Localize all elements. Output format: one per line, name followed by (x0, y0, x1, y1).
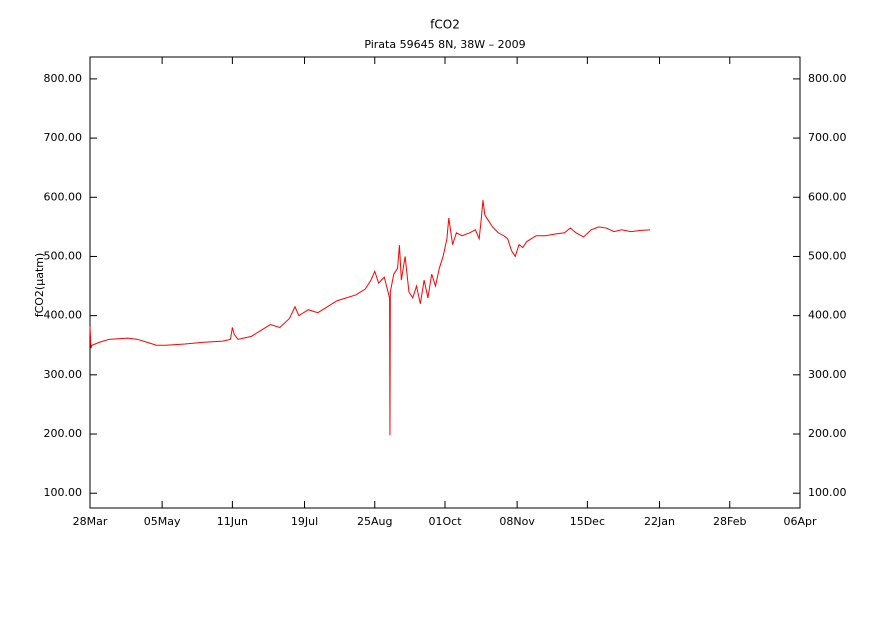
y2-tick-label: 400.00 (808, 309, 847, 322)
y2-tick-label: 200.00 (808, 427, 847, 440)
plot-frame (89, 56, 801, 509)
y2-tick-label: 700.00 (808, 131, 847, 144)
y-tick-label: 100.00 (44, 486, 83, 499)
x-tick-label: 06Apr (783, 515, 817, 528)
x-tick-label: 05May (144, 515, 181, 528)
y2-tick-label: 800.00 (808, 72, 847, 85)
y2-tick-label: 500.00 (808, 249, 847, 262)
y2-tick-label: 600.00 (808, 190, 847, 203)
x-tick-label: 19Jul (291, 515, 318, 528)
chart-subtitle: Pirata 59645 8N, 38W – 2009 (364, 38, 525, 51)
x-tick-label: 11Jun (217, 515, 248, 528)
x-tick-label: 28Feb (713, 515, 746, 528)
y2-tick-label: 300.00 (808, 368, 847, 381)
x-tick-label: 15Dec (570, 515, 605, 528)
x-tick-label: 28Mar (73, 515, 108, 528)
chart-title: fCO2 (430, 18, 460, 32)
y-tick-label: 600.00 (44, 190, 83, 203)
x-tick-label: 22Jan (644, 515, 675, 528)
y-tick-label: 400.00 (44, 309, 83, 322)
x-tick-label: 25Aug (357, 515, 392, 528)
y-tick-label: 700.00 (44, 131, 83, 144)
y-tick-label: 300.00 (44, 368, 83, 381)
x-tick-label: 01Oct (428, 515, 462, 528)
x-tick-label: 08Nov (499, 515, 535, 528)
data-line (89, 200, 651, 436)
y-tick-label: 200.00 (44, 427, 83, 440)
y-tick-label: 800.00 (44, 72, 83, 85)
y-axis-label: fCO2(µatm) (33, 253, 46, 318)
y2-tick-label: 100.00 (808, 486, 847, 499)
y-tick-label: 500.00 (44, 249, 83, 262)
